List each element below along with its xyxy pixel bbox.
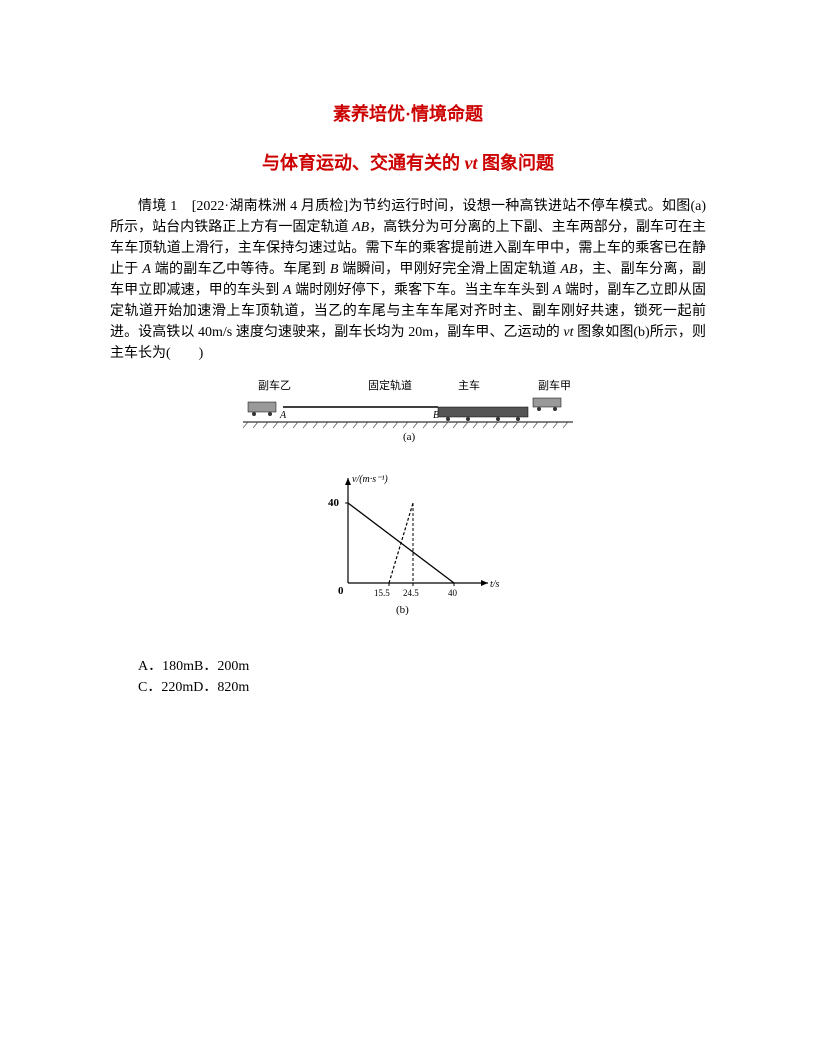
italic-1: AB [352,220,369,235]
italic-2: A [142,262,151,277]
label-track: 固定轨道 [368,378,412,392]
title-sub-italic: vt [460,153,482,173]
problem-source: [2022·湖南株洲 4 月质检] [192,199,348,214]
italic-4: AB [560,262,577,277]
answer-row-2: C．220mD．820m [138,677,706,698]
title-sub-suffix: 图象问题 [482,153,554,173]
title-main: 素养培优·情境命题 [110,100,706,129]
diagram-container: 副车乙 固定轨道 主车 副车甲 A B [110,374,706,627]
answer-d: D．820m [193,680,249,695]
title-sub: 与体育运动、交通有关的 vt 图象问题 [110,149,706,178]
body-6: 端时刚好停下，乘客下车。当主车车头到 [292,283,553,298]
ytick-40: 40 [328,497,340,509]
italic-7: vt [563,325,573,340]
diagram-a: 副车乙 固定轨道 主车 副车甲 A B [238,374,578,452]
xtick-3: 40 [448,588,458,598]
answer-row-1: A．180mB．200m [138,656,706,677]
answer-c: C．220m [138,680,193,695]
answer-a: A．180m [138,659,194,674]
caption-b: (b) [396,604,409,616]
label-main: 主车 [458,378,480,392]
answers: A．180mB．200m C．220mD．820m [138,656,706,698]
diagram-b: v/(m·s⁻¹) t/s 40 0 15.5 24.5 40 (b) [308,468,508,626]
title-sub-prefix: 与体育运动、交通有关的 [262,153,460,173]
ylabel: v/(m·s⁻¹) [352,474,388,485]
origin: 0 [338,585,344,597]
problem-label: 情境 1 [138,199,192,214]
body-3: 端的副车乙中等待。车尾到 [151,262,330,277]
point-a: A [279,410,287,421]
answer-b: B．200m [194,659,249,674]
body-4: 端瞬间，甲刚好完全滑上固定轨道 [338,262,560,277]
label-right: 副车甲 [538,378,571,392]
xtick-1: 15.5 [374,588,390,598]
xtick-2: 24.5 [403,588,419,598]
problem-paragraph: 情境 1 [2022·湖南株洲 4 月质检]为节约运行时间，设想一种高铁进站不停… [110,196,706,364]
italic-5: A [283,283,292,298]
xlabel: t/s [490,579,500,590]
caption-a: (a) [403,431,416,443]
label-left: 副车乙 [258,378,291,392]
